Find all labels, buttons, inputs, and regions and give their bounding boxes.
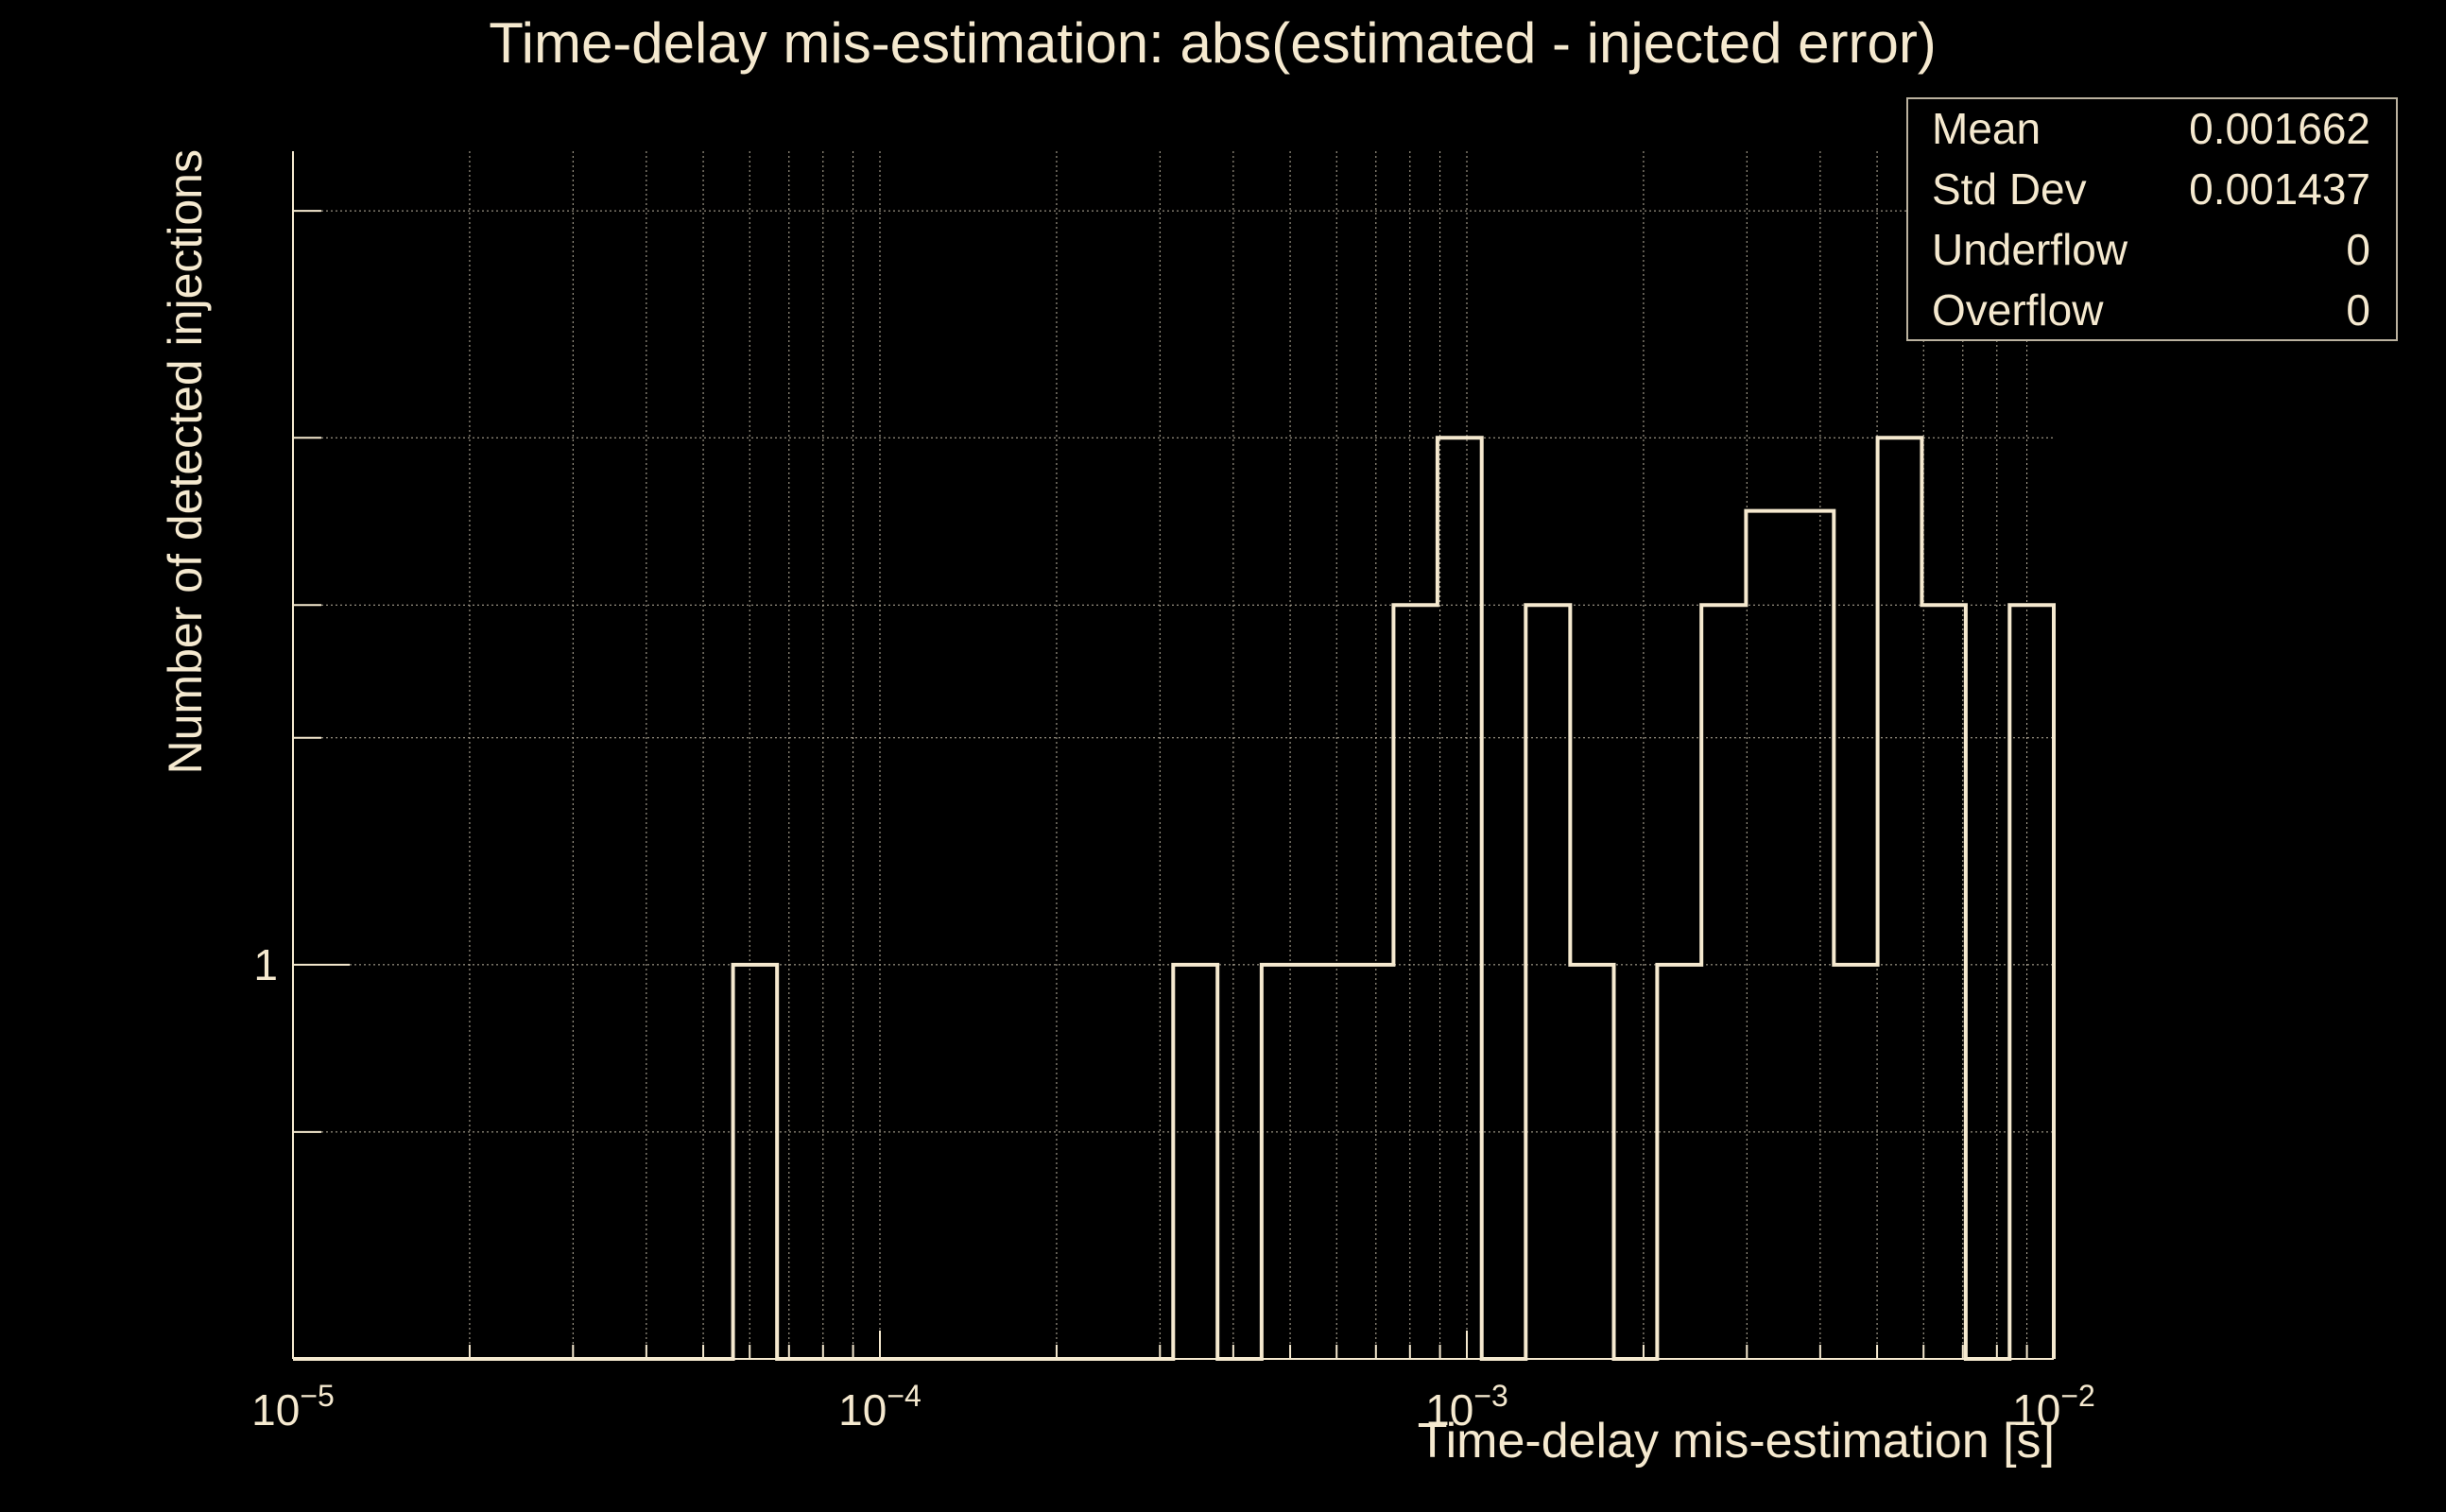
stats-label: Std Dev — [1932, 164, 2087, 214]
y-axis-label: Number of detected injections — [159, 149, 212, 774]
y-tick-label: 1 — [253, 940, 278, 989]
x-tick-label: 10−3 — [1425, 1379, 1508, 1435]
stats-value: 0.001437 — [2189, 164, 2370, 214]
x-axis-label: Time-delay mis-estimation [s] — [1418, 1414, 2055, 1469]
stats-box: Mean 0.001662 Std Dev 0.001437 Underflow 0 Ove… — [1906, 97, 2398, 341]
stats-label: Underflow — [1932, 225, 2128, 274]
x-tick-label: 10−2 — [2012, 1379, 2095, 1435]
stats-value: 0 — [2346, 285, 2370, 335]
chart-title: Time-delay mis-estimation: abs(estimated… — [489, 11, 1937, 75]
stats-value: 0 — [2346, 225, 2370, 274]
stats-label: Overflow — [1932, 285, 2104, 335]
axes: 10−5 10−4 10−3 10−2 1 — [251, 151, 2095, 1435]
stats-label: Mean — [1932, 104, 2041, 153]
stats-value: 0.001662 — [2189, 104, 2370, 153]
histogram-series — [293, 436, 2056, 1361]
x-tick-label: 10−5 — [251, 1379, 335, 1435]
x-tick-label: 10−4 — [838, 1379, 922, 1435]
histogram-outline — [293, 436, 2056, 1361]
